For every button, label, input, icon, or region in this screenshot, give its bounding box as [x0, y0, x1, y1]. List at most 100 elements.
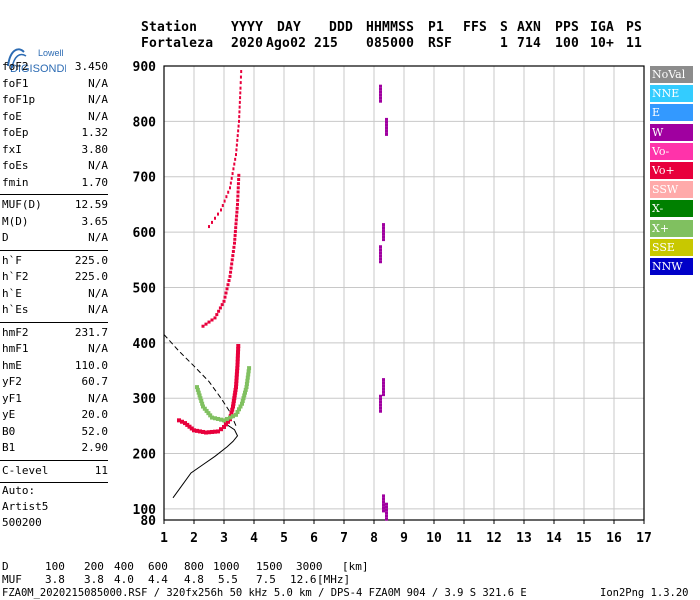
o-trace-3hop-mark [208, 225, 210, 229]
param-row: fxI 3.80 [2, 143, 108, 159]
header-label: PPS [555, 20, 580, 35]
o-trace-3hop-mark [229, 186, 231, 190]
x-trace-mark [219, 417, 223, 422]
o-trace-3hop-mark [236, 138, 239, 142]
param-label: h`F2 [2, 270, 29, 283]
echo-8mhz-mark [379, 96, 382, 100]
o-trace-mark [201, 429, 205, 434]
o-trace-3hop-mark [239, 96, 242, 100]
x-tick-label: 12 [486, 531, 502, 546]
o-trace-mark [236, 347, 241, 352]
param-row: h`Es N/A [2, 303, 108, 319]
legend-item: Vo+ [650, 162, 693, 179]
footer-distance: 800 [184, 560, 204, 573]
header-value: 085000 [366, 36, 415, 51]
o-trace-mark [235, 362, 240, 367]
param-row: h`E N/A [2, 287, 108, 303]
o-trace-mark [219, 427, 223, 432]
o-trace-3hop-mark [220, 208, 222, 212]
o-trace-mark [235, 366, 240, 371]
footer-distance: 400 [114, 560, 134, 573]
o-trace-3hop-mark [232, 167, 235, 171]
o-trace-3hop-mark [236, 134, 239, 138]
echo-8mhz-mark [379, 84, 382, 88]
y-tick-label: 400 [133, 337, 157, 352]
param-label: hmF1 [2, 342, 29, 355]
header-value: 1 [500, 36, 509, 51]
o-trace-2hop-mark [231, 249, 235, 253]
x-trace-mark [237, 407, 241, 412]
x-tick-label: 1 [160, 531, 168, 546]
param-label: foEp [2, 126, 29, 139]
o-trace-mark [180, 419, 184, 424]
o-trace-mark [235, 356, 240, 361]
x-tick-label: 6 [310, 531, 318, 546]
o-trace-mark [222, 424, 226, 429]
param-label: h`F [2, 253, 22, 267]
footer-muf: 4.0 [114, 573, 134, 586]
param-label: h`E [2, 286, 22, 300]
o-trace-2hop-mark [230, 258, 234, 262]
echo-8mhz-mark [382, 226, 385, 230]
o-trace-2hop-mark [235, 210, 239, 214]
header-value: 11 [626, 36, 643, 51]
x-trace-mark [235, 410, 240, 415]
param-row: h`F 225.0 [2, 254, 108, 270]
param-label: M(D) [2, 214, 29, 228]
x-trace-mark [243, 390, 247, 395]
legend-item: SSE [650, 238, 693, 256]
footer-distance: 3000 [296, 560, 323, 573]
echo-8mhz-mark [382, 232, 385, 236]
header-label: IGA [590, 20, 615, 35]
echo-8mhz-mark [379, 251, 382, 255]
o-trace-mark [234, 372, 239, 377]
o-trace-mark [185, 422, 190, 427]
x-trace-mark [208, 413, 213, 418]
param-label: yF1 [2, 391, 22, 405]
param-row: C-level 11 [2, 464, 108, 480]
footer-muf: 7.5 [256, 573, 276, 586]
header-label: YYYY [231, 20, 264, 35]
param-value: 1.70 [81, 175, 109, 189]
o-trace-mark [231, 401, 236, 406]
autoscale-text: Artist5 [2, 500, 49, 513]
o-trace-2hop-mark [228, 274, 232, 278]
param-value: N/A [88, 159, 108, 172]
param-row: foF2 3.450 [2, 60, 108, 76]
o-trace-mark [224, 422, 228, 427]
param-label: hmF2 [2, 325, 29, 339]
echo-8mhz-mark [379, 248, 382, 252]
x-trace-mark [228, 415, 232, 420]
echo-8mhz-mark [379, 400, 382, 404]
o-trace-2hop-mark [218, 306, 222, 310]
param-separator [0, 459, 108, 461]
o-trace-2hop-mark [225, 287, 229, 291]
header-value: 215 [314, 36, 339, 51]
param-value: 12.59 [74, 198, 108, 211]
o-trace-2hop-mark [235, 206, 239, 210]
o-trace-mark [236, 343, 241, 348]
o-trace-2hop-mark [226, 283, 230, 287]
param-row: M(D) 3.65 [2, 215, 108, 231]
x-tick-label: 3 [220, 531, 228, 546]
o-trace-3hop-mark [239, 86, 242, 90]
o-trace-3hop-mark [238, 115, 241, 119]
o-trace-mark [234, 385, 238, 390]
o-trace-mark [187, 424, 192, 429]
echo-8mhz-mark [379, 257, 382, 261]
echo-8mhz-mark [382, 393, 385, 397]
echo-8mhz-mark [385, 120, 388, 124]
o-trace-mark [207, 430, 211, 435]
o-trace-3hop-mark [240, 70, 243, 74]
o-trace-mark [234, 375, 239, 380]
footer-row1-label: D [2, 560, 9, 573]
o-trace-2hop-mark [210, 318, 214, 322]
o-trace-2hop-mark [236, 182, 240, 186]
o-trace-3hop-mark [237, 124, 240, 128]
echo-8mhz-mark [385, 502, 388, 506]
o-trace-2hop-mark [231, 254, 235, 258]
logo-line2: DIGISONDE [10, 63, 66, 75]
o-trace-2hop-mark [235, 214, 239, 218]
header-value: 10+ [590, 36, 615, 51]
header-value: Ago02 [266, 36, 307, 51]
